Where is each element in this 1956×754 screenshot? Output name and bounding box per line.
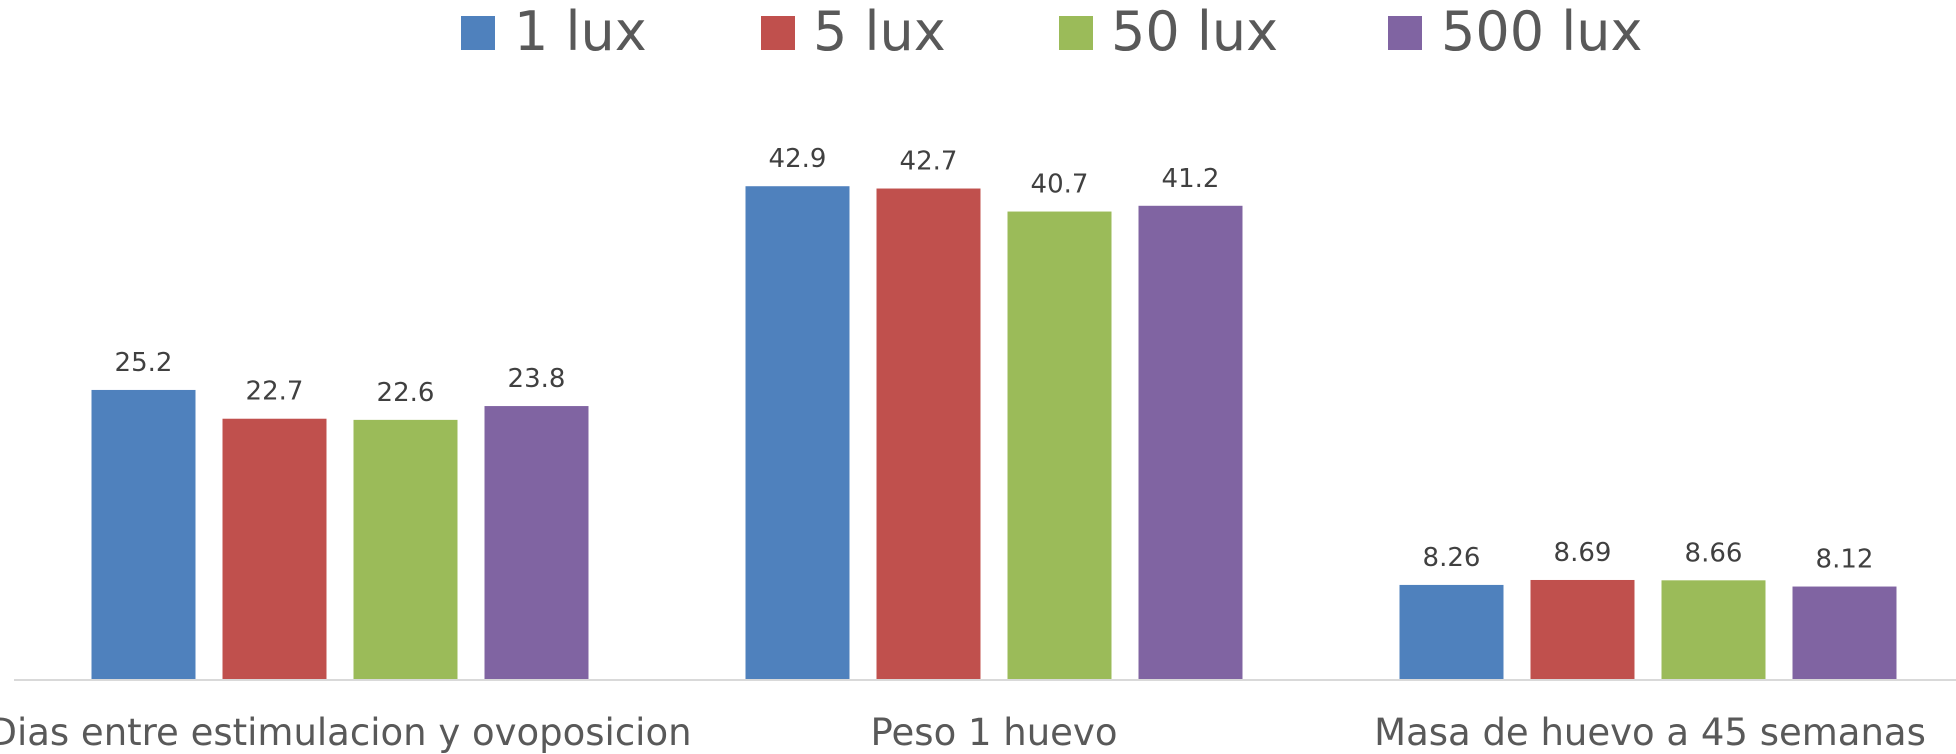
legend-swatch-50-lux (1059, 16, 1093, 50)
data-label-50-lux-cat3: 8.66 (1685, 538, 1743, 568)
bar-5-lux-cat2 (876, 188, 981, 680)
data-labels-layer: 25.2 22.7 22.6 23.8 42.9 42.7 40.7 41.2 8.26 8.69… (115, 144, 1874, 574)
legend-label-1-lux: 1 lux (514, 0, 647, 63)
data-label-500-lux-cat2: 41.2 (1162, 164, 1220, 194)
category-labels-layer: Dias entre estimulacion y ovoposicion Pes… (0, 711, 1926, 754)
bar-500-lux-cat1 (484, 406, 589, 680)
data-label-50-lux-cat2: 40.7 (1031, 170, 1089, 200)
bar-500-lux-cat3 (1792, 586, 1897, 680)
bar-5-lux-cat3 (1530, 579, 1635, 680)
bar-5-lux-cat1 (222, 418, 327, 680)
legend-label-50-lux: 50 lux (1111, 0, 1278, 63)
category-label-1: Dias entre estimulacion y ovoposicion (0, 711, 692, 754)
bars-layer (91, 186, 1897, 680)
data-label-5-lux-cat3: 8.69 (1554, 538, 1612, 568)
bar-1-lux-cat3 (1399, 584, 1504, 680)
data-label-500-lux-cat1: 23.8 (508, 364, 566, 394)
data-label-1-lux-cat2: 42.9 (769, 144, 827, 174)
bar-50-lux-cat3 (1661, 580, 1766, 680)
category-label-3: Masa de huevo a 45 semanas (1374, 711, 1926, 754)
legend-swatch-5-lux (761, 16, 795, 50)
data-label-50-lux-cat1: 22.6 (377, 378, 435, 408)
data-label-1-lux-cat1: 25.2 (115, 348, 173, 378)
category-label-2: Peso 1 huevo (871, 711, 1118, 754)
bar-50-lux-cat2 (1007, 211, 1112, 680)
data-label-5-lux-cat2: 42.7 (900, 147, 958, 177)
data-label-1-lux-cat3: 8.26 (1423, 543, 1481, 573)
bar-50-lux-cat1 (353, 419, 458, 680)
legend: 1 lux 5 lux 50 lux 500 lux (461, 0, 1642, 63)
bar-500-lux-cat2 (1138, 205, 1243, 680)
legend-label-5-lux: 5 lux (813, 0, 946, 63)
data-label-500-lux-cat3: 8.12 (1816, 545, 1874, 575)
bar-1-lux-cat2 (745, 186, 850, 680)
legend-swatch-500-lux (1388, 16, 1422, 50)
legend-label-500-lux: 500 lux (1441, 0, 1642, 63)
data-label-5-lux-cat1: 22.7 (246, 377, 304, 407)
bar-1-lux-cat1 (91, 389, 196, 680)
legend-swatch-1-lux (461, 16, 495, 50)
